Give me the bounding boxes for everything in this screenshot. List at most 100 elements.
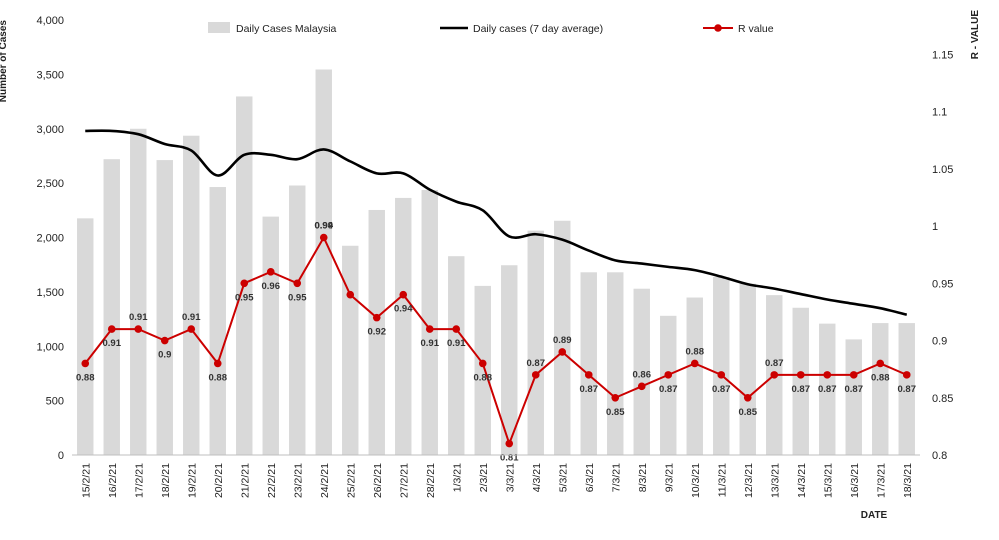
bar-6/3/21 xyxy=(580,272,597,455)
bar-1/3/21 xyxy=(448,256,465,455)
x-tick-18/3/21: 18/3/21 xyxy=(902,463,914,498)
r-point-6/3/21 xyxy=(584,371,593,379)
r-label-26/2/21: 0.92 xyxy=(368,327,387,338)
legend: Daily Cases Malaysia Daily cases (7 day a… xyxy=(208,22,774,35)
r-point-16/3/21 xyxy=(849,371,858,379)
r-point-9/3/21 xyxy=(664,371,673,379)
y-right-tick-1.15: 1.15 xyxy=(932,49,953,61)
bar-20/2/21 xyxy=(209,187,226,456)
r-point-17/2/21 xyxy=(134,325,143,333)
x-tick-2/3/21: 2/3/21 xyxy=(478,463,490,492)
r-point-13/3/21 xyxy=(770,371,779,379)
x-tick-9/3/21: 9/3/21 xyxy=(663,463,675,492)
y-right-tick-1: 1 xyxy=(932,221,938,233)
legend-bar-swatch xyxy=(208,22,230,33)
r-label-3/3/21: 0.81 xyxy=(500,453,519,464)
x-tick-3/3/21: 3/3/21 xyxy=(504,463,516,492)
r-label-24/2/21: 0.94 xyxy=(315,221,334,232)
y-right-tick-0.95: 0.95 xyxy=(932,278,953,290)
bar-28/2/21 xyxy=(421,189,438,455)
legend-avg-label: Daily cases (7 day average) xyxy=(473,23,603,35)
y-left-tick-4,000: 4,000 xyxy=(36,15,64,27)
y-left-tick-1,000: 1,000 xyxy=(36,341,64,353)
y-left-title: Number of Cases xyxy=(0,20,9,103)
r-point-17/3/21 xyxy=(876,359,885,368)
bar-14/3/21 xyxy=(792,307,809,455)
y-right-tick-1.1: 1.1 xyxy=(932,107,947,119)
r-label-28/2/21: 0.91 xyxy=(421,338,440,349)
r-point-3/3/21 xyxy=(505,439,514,448)
x-tick-6/3/21: 6/3/21 xyxy=(584,463,596,492)
x-tick-13/3/21: 13/3/21 xyxy=(769,463,781,498)
x-axis-title: DATE xyxy=(861,510,888,521)
x-tick-23/2/21: 23/2/21 xyxy=(292,463,304,498)
axes-group: 0 500 1,000 1,500 2,000 2,500 3,000 3,500 4,000 0… xyxy=(0,10,981,521)
r-label-17/2/21: 0.91 xyxy=(129,312,148,323)
x-tick-7/3/21: 7/3/21 xyxy=(610,463,622,492)
x-tick-15/2/21: 15/2/21 xyxy=(80,463,92,498)
r-label-16/2/21: 0.91 xyxy=(103,338,122,349)
x-tick-28/2/21: 28/2/21 xyxy=(425,463,437,498)
r-point-15/2/21 xyxy=(81,359,90,368)
x-tick-4/3/21: 4/3/21 xyxy=(531,463,543,492)
y-right-title: R - VALUE xyxy=(970,10,981,60)
bar-15/2/21 xyxy=(77,218,94,455)
r-label-12/3/21: 0.85 xyxy=(739,407,758,418)
r-label-27/2/21: 0.94 xyxy=(394,304,413,315)
r-label-8/3/21: 0.86 xyxy=(633,369,652,380)
r-label-peak: 0.99 xyxy=(315,221,334,232)
bar-12/3/21 xyxy=(739,283,756,455)
x-tick-15/3/21: 15/3/21 xyxy=(822,463,834,498)
y-right-tick-1.05: 1.05 xyxy=(932,164,953,176)
bar-17/3/21 xyxy=(872,323,889,455)
r-line-group: 0.880.910.910.90.910.880.950.960.950.940… xyxy=(76,221,916,464)
x-tick-20/2/21: 20/2/21 xyxy=(213,463,225,498)
x-tick-25/2/21: 25/2/21 xyxy=(345,463,357,498)
r-value-line xyxy=(84,235,908,447)
r-label-20/2/21: 0.88 xyxy=(209,372,228,383)
x-tick-8/3/21: 8/3/21 xyxy=(637,463,649,492)
r-point-15/3/21 xyxy=(823,371,832,379)
r-label-18/3/21: 0.87 xyxy=(898,384,917,395)
x-tick-14/3/21: 14/3/21 xyxy=(796,463,808,498)
x-tick-16/3/21: 16/3/21 xyxy=(849,463,861,498)
r-label-13/3/21: 0.87 xyxy=(765,358,784,369)
r-point-1/3/21 xyxy=(452,325,461,333)
y-left-tick-500: 500 xyxy=(46,396,64,408)
y-right-tick-0.85: 0.85 xyxy=(932,393,953,405)
x-tick-18/2/21: 18/2/21 xyxy=(160,463,172,498)
x-tick-11/3/21: 11/3/21 xyxy=(716,463,728,497)
r-point-5/3/21 xyxy=(558,348,567,356)
r-point-19/2/21 xyxy=(187,325,196,333)
bar-2/3/21 xyxy=(474,285,491,455)
r-point-14/3/21 xyxy=(796,371,805,379)
r-label-16/3/21: 0.87 xyxy=(845,384,864,395)
x-tick-17/3/21: 17/3/21 xyxy=(875,463,887,498)
r-label-11/3/21: 0.87 xyxy=(712,384,731,395)
r-label-5/3/21: 0.89 xyxy=(553,335,572,346)
r-label-1/3/21: 0.91 xyxy=(447,338,466,349)
r-label-6/3/21: 0.87 xyxy=(580,384,599,395)
r-point-4/3/21 xyxy=(531,371,540,379)
bar-15/3/21 xyxy=(819,323,836,455)
r-label-2/3/21: 0.88 xyxy=(474,372,493,383)
r-label-18/2/21: 0.9 xyxy=(158,350,171,361)
bar-19/2/21 xyxy=(183,135,200,455)
bar-10/3/21 xyxy=(686,297,703,455)
bar-7/3/21 xyxy=(607,272,624,455)
r-point-8/3/21 xyxy=(637,382,646,391)
r-point-25/2/21 xyxy=(346,290,355,299)
r-label-17/3/21: 0.88 xyxy=(871,372,890,383)
y-left-tick-0: 0 xyxy=(58,450,64,462)
y-left-tick-2,000: 2,000 xyxy=(36,233,64,245)
r-point-20/2/21 xyxy=(213,359,222,368)
bar-3/3/21 xyxy=(501,265,518,455)
y-left-tick-2,500: 2,500 xyxy=(36,178,64,190)
bar-18/3/21 xyxy=(898,323,915,455)
r-label-19/2/21: 0.91 xyxy=(182,312,201,323)
r-point-11/3/21 xyxy=(717,371,726,379)
bar-16/3/21 xyxy=(845,339,862,455)
legend-r-label: R value xyxy=(738,23,774,35)
